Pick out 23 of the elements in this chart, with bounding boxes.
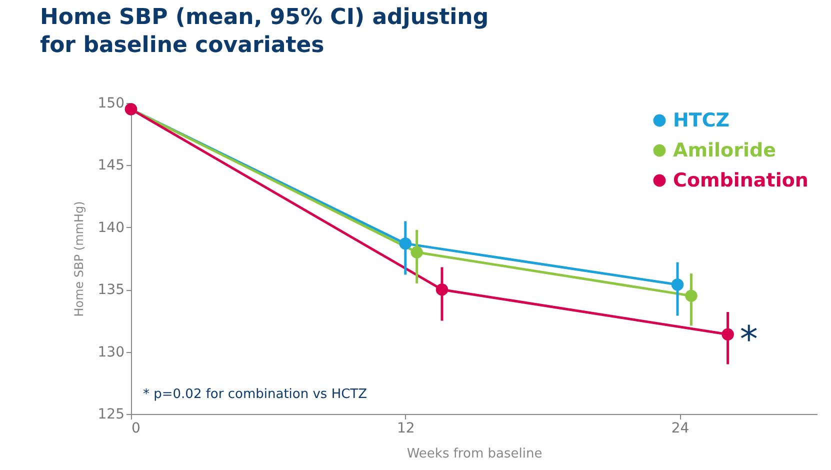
y-tick-label: 140 <box>98 220 124 236</box>
point <box>722 328 734 340</box>
y-axis-title: Home SBP (mmHg) <box>72 201 86 317</box>
point <box>399 237 412 250</box>
legend-label: HTCZ <box>673 110 730 132</box>
x-tick-label: 0 <box>132 420 140 436</box>
chart-title: Home SBP (mean, 95% CI) adjusting for baseline covariates <box>40 4 490 60</box>
y-tick-label: 125 <box>98 406 124 422</box>
x-tick-label: 24 <box>671 420 690 436</box>
x-tick-label: 12 <box>396 420 415 436</box>
y-tick-label: 135 <box>98 282 124 298</box>
annotation: * <box>740 319 758 360</box>
legend-label: Combination <box>673 170 808 192</box>
y-tick-label: 145 <box>98 158 124 174</box>
annotation: * p=0.02 for combination vs HCTZ <box>143 387 368 402</box>
point <box>685 290 698 302</box>
x-axis-title: Weeks from baseline <box>406 446 542 462</box>
y-tick-label: 130 <box>98 344 124 360</box>
legend-label: Amiloride <box>673 140 776 162</box>
point <box>436 283 448 296</box>
point <box>671 278 684 291</box>
point <box>410 246 423 258</box>
y-tick-label: 150 <box>98 96 124 112</box>
